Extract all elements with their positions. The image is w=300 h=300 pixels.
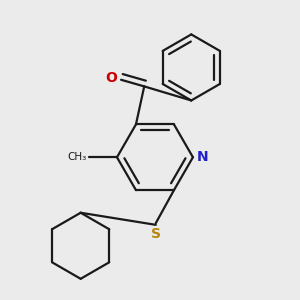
Text: O: O <box>105 71 117 85</box>
Text: CH₃: CH₃ <box>67 152 86 162</box>
Text: S: S <box>151 227 161 241</box>
Text: N: N <box>197 150 209 164</box>
